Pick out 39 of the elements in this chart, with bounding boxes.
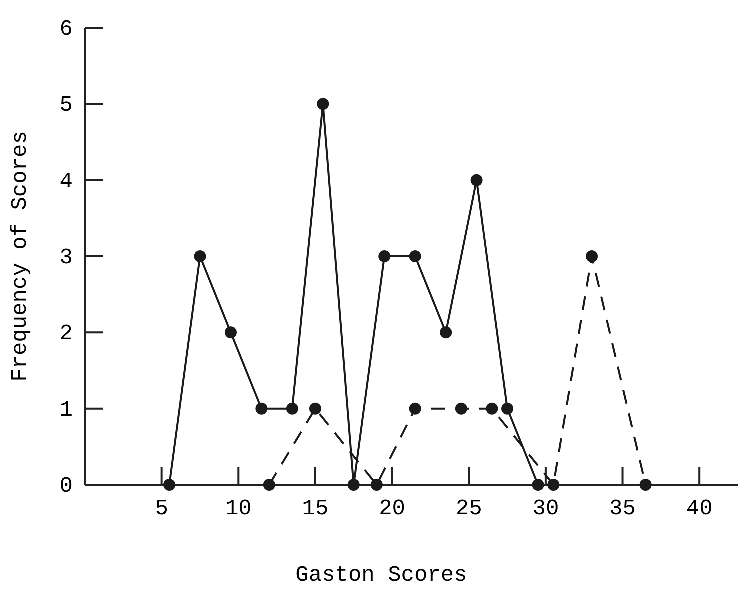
point [194, 250, 206, 262]
point [263, 479, 276, 491]
x-tick-label: 5 [155, 496, 168, 522]
point [309, 402, 322, 415]
y-tick-label: 6 [60, 17, 73, 42]
point [532, 479, 544, 491]
x-tick-label: 15 [302, 496, 329, 522]
x-tick-label: 10 [225, 496, 252, 522]
y-tick-label: 2 [60, 322, 73, 347]
point [348, 479, 360, 491]
point [164, 479, 176, 491]
x-tick-label: 35 [610, 496, 636, 522]
x-tick-label: 25 [456, 496, 482, 522]
point [378, 250, 391, 262]
point [440, 326, 452, 339]
x-axis-title: Gaston Scores [296, 563, 468, 588]
point [286, 402, 298, 415]
point [256, 402, 268, 415]
point [317, 98, 330, 110]
y-tick-label: 1 [60, 398, 73, 423]
y-tick-label: 4 [60, 169, 73, 194]
point [640, 479, 652, 491]
point [409, 250, 422, 262]
point [502, 402, 514, 415]
y-axis-title: Frequency of Scores [8, 131, 33, 382]
point [486, 402, 498, 415]
y-tick-label: 0 [60, 474, 73, 500]
x-tick-label: 40 [686, 496, 713, 522]
point [455, 402, 468, 415]
point [224, 326, 237, 339]
x-tick-label: 20 [379, 496, 406, 522]
point [370, 479, 383, 491]
point [409, 402, 422, 415]
point [548, 479, 560, 491]
y-tick-label: 5 [60, 93, 73, 118]
point [470, 174, 483, 186]
point [586, 250, 598, 262]
x-tick-label: 30 [532, 496, 560, 522]
y-tick-label: 3 [60, 246, 73, 271]
